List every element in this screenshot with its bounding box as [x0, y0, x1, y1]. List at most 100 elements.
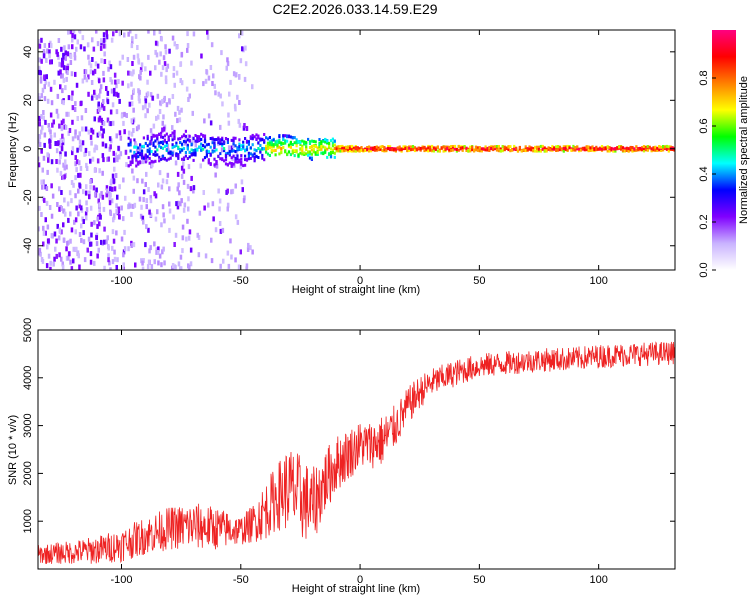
spectrogram-cell [658, 148, 661, 152]
spectrogram-cell [219, 138, 222, 142]
spectrogram-cell [179, 254, 183, 260]
spectrogram-cell [74, 133, 77, 139]
spectrogram-cell [130, 211, 133, 217]
spectrogram-cell [60, 73, 63, 79]
spectrogram-cell [432, 146, 436, 150]
spectrogram-cell [38, 156, 40, 162]
spectrogram-cell [320, 147, 323, 151]
spectrogram-cell [471, 145, 474, 149]
spectrogram-cell [160, 135, 163, 139]
spectrogram-cell [131, 36, 134, 42]
spectrogram-cell [167, 151, 170, 155]
spectrogram-cell [131, 154, 134, 158]
spectrogram-cell [176, 105, 180, 111]
spectrogram-cell [524, 145, 527, 149]
spectrogram-cell [64, 159, 67, 165]
colorbar: 0.00.20.40.60.8 Normalized spectral ampl… [698, 30, 750, 278]
spectrogram-cell [184, 140, 187, 144]
spectrogram-cell [238, 138, 241, 142]
spectrogram-cell [602, 146, 605, 150]
spectrogram-cell [144, 113, 147, 119]
spectrogram-cell [263, 158, 266, 162]
spectrogram-cell [484, 145, 487, 149]
spectrogram-cell [156, 134, 159, 138]
spectrogram-cell [284, 139, 287, 143]
spectrogram-cell [541, 144, 544, 148]
spectrogram-cell [436, 149, 439, 153]
spectrogram-cell [606, 149, 609, 153]
spectrogram-cell [224, 154, 228, 157]
spectrogram-cell [229, 79, 232, 85]
spectrogram-cell [226, 202, 230, 208]
spectrogram-cell [246, 247, 250, 252]
spectrogram-cell [425, 147, 428, 151]
spectrogram-cell [305, 141, 308, 145]
spectrogram-cell [134, 33, 138, 39]
spectrogram-cell [72, 246, 75, 252]
spectrogram-cell [96, 108, 100, 114]
spectrogram-cell [115, 203, 118, 209]
spectrogram-cell [65, 111, 68, 117]
spectrogram-cell [244, 61, 248, 67]
spectrogram-cell [188, 134, 191, 138]
spectrogram-cell [189, 186, 193, 192]
spectrogram-cell [45, 74, 48, 80]
spectrogram-cell [110, 88, 114, 94]
spectrogram-cell [85, 200, 88, 206]
spectrogram-cell [137, 95, 141, 101]
spectrogram-cell [179, 141, 182, 144]
spectrogram-cell [163, 156, 166, 160]
spectrogram-cell [55, 49, 58, 55]
spectrogram-cell [585, 145, 588, 149]
spectrogram-cell [234, 150, 237, 153]
spectrogram-cell [534, 145, 537, 149]
spectrogram-cell [76, 116, 79, 121]
spectrogram-cell [105, 86, 108, 91]
spectrogram-cell [308, 142, 312, 145]
spectrogram-cell [67, 130, 70, 136]
spectrogram-cell [137, 155, 140, 159]
spectrogram-cell [217, 91, 220, 97]
spectrogram-cell [194, 148, 197, 152]
spectrogram-cell [316, 151, 319, 154]
spectrogram-cell [160, 262, 163, 268]
spectrogram-cell [48, 42, 51, 48]
spectrogram-cell [113, 157, 116, 163]
spectrogram-cell [136, 148, 139, 154]
spectrogram-cell [318, 148, 321, 152]
spectrogram-cell [99, 84, 103, 90]
spectrogram-cell [129, 203, 132, 209]
spectrogram-cell [266, 152, 270, 156]
spectrogram-cell [78, 139, 82, 145]
spectrogram-cell [505, 147, 508, 150]
spectrogram-cell [130, 81, 133, 87]
spectrogram-cell [150, 137, 153, 141]
spectrogram-cell [284, 149, 287, 153]
spectrogram-cell [46, 152, 49, 158]
spectrogram-cell [154, 40, 158, 46]
spectrogram-cell [227, 120, 231, 126]
spectrogram-cell [121, 266, 124, 270]
spectrogram-cell [272, 149, 275, 153]
spectrogram-cell [247, 140, 250, 144]
spectrogram-cell [77, 211, 80, 217]
spectrogram-cell [38, 121, 41, 127]
spectrogram-cell [219, 152, 222, 156]
spectrogram-cell [105, 185, 109, 191]
spectrogram-cell [62, 52, 65, 58]
spectrogram-cell [230, 162, 233, 165]
spectrogram-cell [349, 147, 352, 150]
spectrogram-cell [60, 206, 63, 211]
spectrogram-cell [162, 246, 165, 252]
spectrogram-cell [362, 148, 365, 152]
spectrogram-cell [75, 167, 78, 173]
spectrogram-cell [368, 145, 371, 149]
spectrogram-cell [137, 151, 140, 155]
spectrogram-cell [154, 153, 157, 157]
spectrogram-cell [111, 229, 115, 235]
spectrogram-cell [121, 54, 124, 60]
spectrogram-cell [450, 149, 453, 152]
spectrogram-cell [587, 149, 590, 153]
spectrogram-cell [92, 185, 96, 191]
snr-xtick-label: 0 [357, 574, 363, 586]
